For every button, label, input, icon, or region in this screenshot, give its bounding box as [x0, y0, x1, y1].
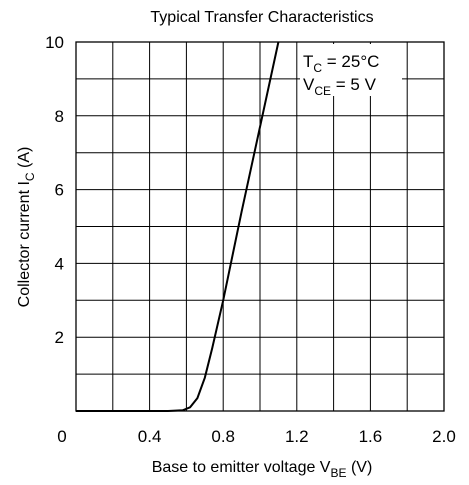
y-tick-label: 6 — [55, 181, 64, 200]
series-line — [76, 41, 280, 412]
x-tick-label: 0.8 — [211, 427, 235, 446]
x-tick-label: 2.0 — [432, 427, 456, 446]
plot-frame — [75, 41, 445, 412]
y-tick-label: 8 — [55, 107, 64, 126]
x-tick-label: 0 — [57, 427, 66, 446]
y-tick-labels: 2 4 6 8 10 — [45, 33, 64, 347]
x-tick-labels: 0 0.4 0.8 1.2 1.6 2.0 — [57, 427, 456, 446]
y-tick-label: 2 — [55, 328, 64, 347]
y-tick-label: 10 — [45, 33, 64, 52]
annotation-line-2: VCE = 5 V — [303, 75, 377, 98]
annotation-line-1: TC = 25°C — [303, 52, 379, 75]
y-tick-label: 4 — [55, 254, 64, 273]
x-tick-label: 1.6 — [359, 427, 383, 446]
y-axis-label: Collector current IC (A) — [16, 147, 37, 308]
x-axis-label: Base to emitter voltage VBE (V) — [152, 459, 373, 480]
x-tick-label: 1.2 — [285, 427, 309, 446]
chart-title: Typical Transfer Characteristics — [150, 9, 373, 26]
annotation-box — [300, 44, 402, 96]
grid — [76, 42, 444, 411]
x-tick-label: 0.4 — [138, 427, 162, 446]
